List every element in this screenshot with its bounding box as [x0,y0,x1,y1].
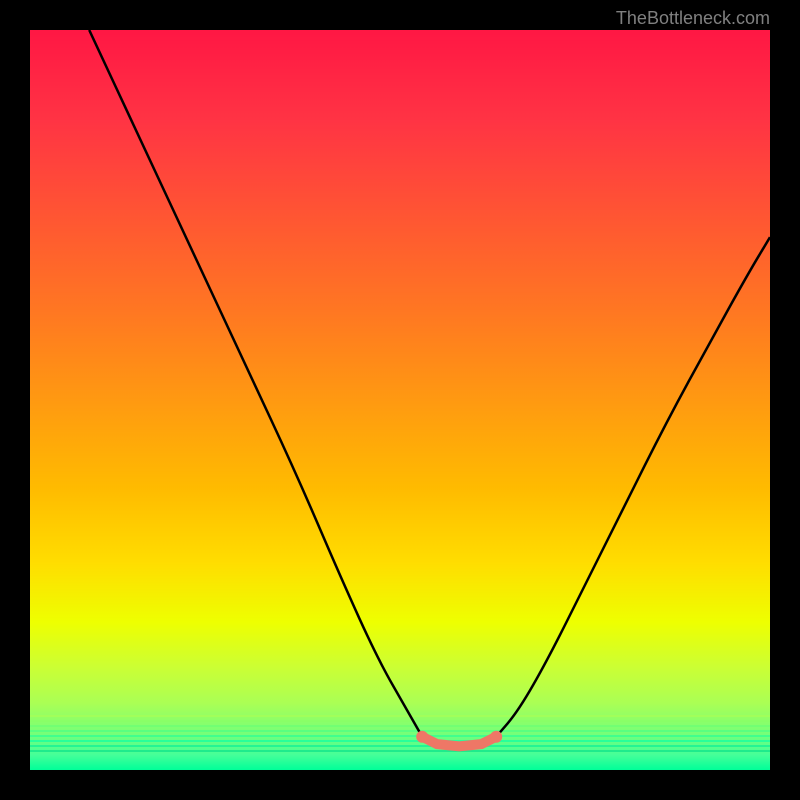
bottleneck-curve-left [89,30,422,737]
watermark-text: TheBottleneck.com [616,8,770,29]
curve-overlay [30,30,770,770]
chart-area [30,30,770,770]
bottleneck-curve-right [496,237,770,737]
optimal-range-highlight [422,737,496,747]
